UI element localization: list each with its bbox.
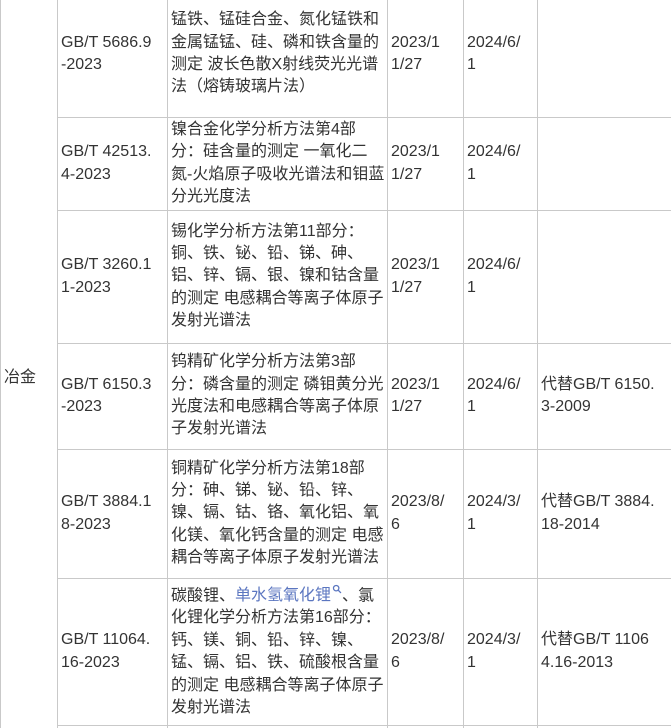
standard-code-cell: GB/T 3884.1 8-2023 [57,448,168,579]
table-row: GB/T 11064. 16-2023 碳酸锂、单水氢氧化锂 、氯化锂化学分析方法… [1,577,671,726]
standard-code-cell: GB/T 11064. 16-2023 [57,577,168,726]
implement-date-cell: 2024/6/ 1 [463,0,538,118]
implement-date-cell: 2024/6/ 1 [463,342,538,450]
entity-link[interactable]: 单水氢氧化锂 [235,584,342,605]
standard-title-cell: 碳酸锂、单水氢氧化锂 、氯化锂化学分析方法第16部分：钙、镁、铜、铅、锌、镍、锰、… [167,577,388,726]
publish-date-cell: 2023/1 1/27 [387,342,464,450]
title-text-pre: 碳酸锂、 [171,587,236,605]
replaces-cell [537,117,671,211]
publish-date-cell: 2023/8/ 6 [387,577,464,726]
replaces-cell [537,209,671,344]
publish-date-cell: 2023/8/ 6 [387,448,464,579]
search-icon[interactable] [332,584,342,594]
table-row: GB/T 3260.1 1-2023 锡化学分析方法第11部分：铜、铁、铋、铅、… [1,209,671,344]
replaces-cell: 代替GB/T 3884. 18-2014 [537,448,671,579]
replaces-cell: 代替GB/T 1106 4.16-2013 [537,577,671,726]
implement-date-cell: 2024/3/ 1 [463,577,538,726]
standard-title-cell: 锡化学分析方法第11部分：铜、铁、铋、铅、锑、砷、铝、锌、镉、银、镍和钴含量的测… [167,209,388,344]
publish-date-cell: 2023/1 1/27 [387,117,464,211]
publish-date-cell: 2023/1 1/27 [387,209,464,344]
implement-date-cell: 2024/6/ 1 [463,117,538,211]
table-row: GB/T 42513. 4-2023 镍合金化学分析方法第4部分：硅含量的测定 … [1,117,671,211]
table-row-partial [1,724,671,728]
replaces-cell [537,0,671,118]
category-cell: 冶金 [0,0,58,728]
implement-date-cell: 2024/3/ 1 [463,448,538,579]
table-row: GB/T 6150.3 -2023 钨精矿化学分析方法第3部分：磷含量的测定 磷… [1,342,671,450]
publish-date-cell: 2023/1 1/27 [387,0,464,118]
standard-code-cell: GB/T 42513. 4-2023 [57,117,168,211]
entity-link-label: 单水氢氧化锂 [235,587,332,605]
standard-title-cell: 镍合金化学分析方法第4部分：硅含量的测定 一氧化二氮-火焰原子吸收光谱法和钼蓝分… [167,117,388,211]
standard-code-cell: GB/T 6150.3 -2023 [57,342,168,450]
standard-code-cell: GB/T 5686.9 -2023 [57,0,168,118]
standard-title-cell: 锰铁、锰硅合金、氮化锰铁和金属锰锰、硅、磷和铁含量的测定 波长色散X射线荧光光谱… [167,0,388,118]
table-row: GB/T 3884.1 8-2023 铜精矿化学分析方法第18部分：砷、锑、铋、… [1,448,671,579]
replaces-cell: 代替GB/T 6150. 3-2009 [537,342,671,450]
implement-date-cell: 2024/6/ 1 [463,209,538,344]
standard-code-cell: GB/T 3260.1 1-2023 [57,209,168,344]
standard-title-cell: 钨精矿化学分析方法第3部分：磷含量的测定 磷钼黄分光光度法和电感耦合等离子体原子… [167,342,388,450]
title-text-post: 、氯化锂化学分析方法第16部分：钙、镁、铜、铅、锌、镍、锰、镉、铝、铁、硫酸根含… [171,587,384,716]
standard-title-cell: 铜精矿化学分析方法第18部分：砷、锑、铋、铅、锌、镍、镉、钴、铬、氧化铝、氧化镁… [167,448,388,579]
